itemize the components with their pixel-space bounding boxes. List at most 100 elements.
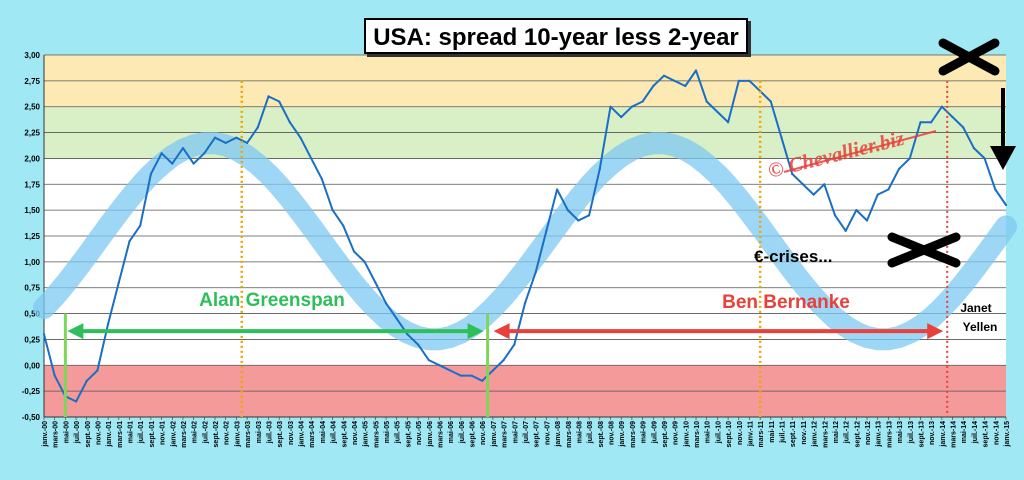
x-tick-label: janv.-11 xyxy=(747,421,754,447)
x-tick-label: juil.-07 xyxy=(523,421,530,444)
greenspan-arrow-head-right xyxy=(467,323,484,340)
spread-data-point xyxy=(299,136,302,139)
x-tick-label: mai-00 xyxy=(63,421,70,443)
x-tick-label: sept.-11 xyxy=(790,421,797,447)
spread-data-point xyxy=(449,369,452,372)
bernanke-label: Ben Bernanke xyxy=(722,292,850,313)
x-tick-label: nov.-13 xyxy=(929,421,936,445)
y-tick-label: 2,25 xyxy=(24,129,40,138)
y-tick-label: 1,50 xyxy=(24,206,40,215)
spread-data-point xyxy=(53,374,56,377)
spread-data-point xyxy=(42,333,46,336)
spread-data-point xyxy=(352,250,356,253)
bernanke-arrow-head-right xyxy=(927,323,944,340)
yellen-label-line2: Yellen xyxy=(963,320,998,334)
spread-data-point xyxy=(438,364,441,367)
y-tick-label: 1,25 xyxy=(24,232,40,241)
spread-data-point xyxy=(577,219,580,222)
spread-data-point xyxy=(908,157,911,160)
x-tick-label: mai-13 xyxy=(897,421,904,443)
y-tick-label: 0,50 xyxy=(24,310,40,319)
spread-data-point xyxy=(502,359,505,362)
spread-data-point xyxy=(780,136,783,139)
x-tick-label: sept.-01 xyxy=(149,421,156,448)
x-tick-label: mars-14 xyxy=(951,421,958,448)
spread-data-point xyxy=(523,302,527,305)
spread-data-point xyxy=(940,105,943,108)
spread-data-point xyxy=(598,167,601,170)
x-tick-label: mai-02 xyxy=(192,421,199,443)
x-tick-label: janv.-07 xyxy=(491,421,498,448)
x-tick-label: juil.-04 xyxy=(331,421,338,444)
down-arrow-head xyxy=(990,146,1016,170)
x-tick-label: mai-11 xyxy=(769,421,776,443)
x-tick-label: mai-05 xyxy=(384,421,391,443)
spread-data-point xyxy=(983,157,986,160)
x-tick-label: mars-13 xyxy=(886,421,893,448)
spread-data-point xyxy=(865,219,869,222)
y-tick-label: 2,75 xyxy=(24,77,40,86)
spread-data-point xyxy=(192,162,195,165)
spread-data-point xyxy=(149,172,152,176)
x-tick-label: nov.-14 xyxy=(993,421,1000,445)
greenspan-arrow-head-left xyxy=(67,323,84,340)
x-tick-label: mars-04 xyxy=(309,421,316,448)
x-tick-label: janv.-15 xyxy=(1004,421,1011,448)
spread-data-point xyxy=(288,121,291,124)
x-tick-label: janv.-02 xyxy=(170,421,177,448)
spread-data-point xyxy=(673,79,676,82)
x-tick-label: mars-11 xyxy=(758,421,765,448)
x-tick-label: janv.-05 xyxy=(363,421,370,448)
x-tick-label: juil.-14 xyxy=(972,421,979,444)
spread-data-point xyxy=(919,121,922,124)
x-tick-label: mai-10 xyxy=(705,421,712,443)
x-tick-label: mars-06 xyxy=(437,421,444,448)
bernanke-arrow-head-left xyxy=(493,323,510,340)
spread-data-point xyxy=(994,188,997,191)
spread-data-point xyxy=(491,369,495,372)
x-tick-label: sept.-00 xyxy=(85,421,92,448)
spread-data-point xyxy=(181,146,185,150)
x-tick-label: janv.-10 xyxy=(683,421,690,448)
spread-data-point xyxy=(267,95,270,98)
spread-data-point xyxy=(930,121,933,124)
x-tick-label: juil.-05 xyxy=(395,421,402,444)
spread-data-point xyxy=(716,110,719,113)
greenspan-label: Alan Greenspan xyxy=(199,290,345,311)
spread-data-point xyxy=(855,209,858,212)
spread-data-point xyxy=(74,400,78,403)
x-tick-label: mars-02 xyxy=(181,421,188,448)
x-tick-label: sept.-07 xyxy=(534,421,541,448)
x-tick-label: sept.-02 xyxy=(213,421,220,448)
spread-data-point xyxy=(630,105,633,108)
x-tick-label: sept.-10 xyxy=(726,421,733,448)
x-tick-label: mai-12 xyxy=(833,421,840,443)
y-tick-label: 0,75 xyxy=(24,284,40,293)
spread-data-point xyxy=(972,146,976,150)
x-tick-label: nov.-06 xyxy=(480,421,487,445)
spread-data-point xyxy=(384,302,388,305)
spread-data-point xyxy=(395,317,398,320)
x-tick-label: nov.-05 xyxy=(416,421,423,445)
spread-data-point xyxy=(812,193,815,196)
trend-band xyxy=(33,132,1017,351)
spread-data-point xyxy=(769,100,772,103)
spread-data-point xyxy=(823,183,826,186)
spread-data-point xyxy=(203,152,206,155)
x-tick-label: mars-01 xyxy=(117,421,124,448)
spread-data-point xyxy=(213,136,217,139)
x-tick-label: mai-14 xyxy=(961,421,968,443)
spread-data-point xyxy=(684,84,687,88)
x-tick-label: mars-07 xyxy=(502,421,509,448)
x-tick-label: janv.-04 xyxy=(299,421,306,448)
x-tick-label: juil.-12 xyxy=(844,421,851,444)
x-tick-label: sept.-12 xyxy=(854,421,861,448)
spread-data-point xyxy=(887,188,890,191)
x-tick-label: sept.-06 xyxy=(470,421,477,448)
x-tick-label: janv.-00 xyxy=(42,421,49,448)
x-tick-label: sept.-03 xyxy=(277,421,284,448)
spread-data-point xyxy=(256,126,259,129)
spread-data-point xyxy=(374,281,377,284)
